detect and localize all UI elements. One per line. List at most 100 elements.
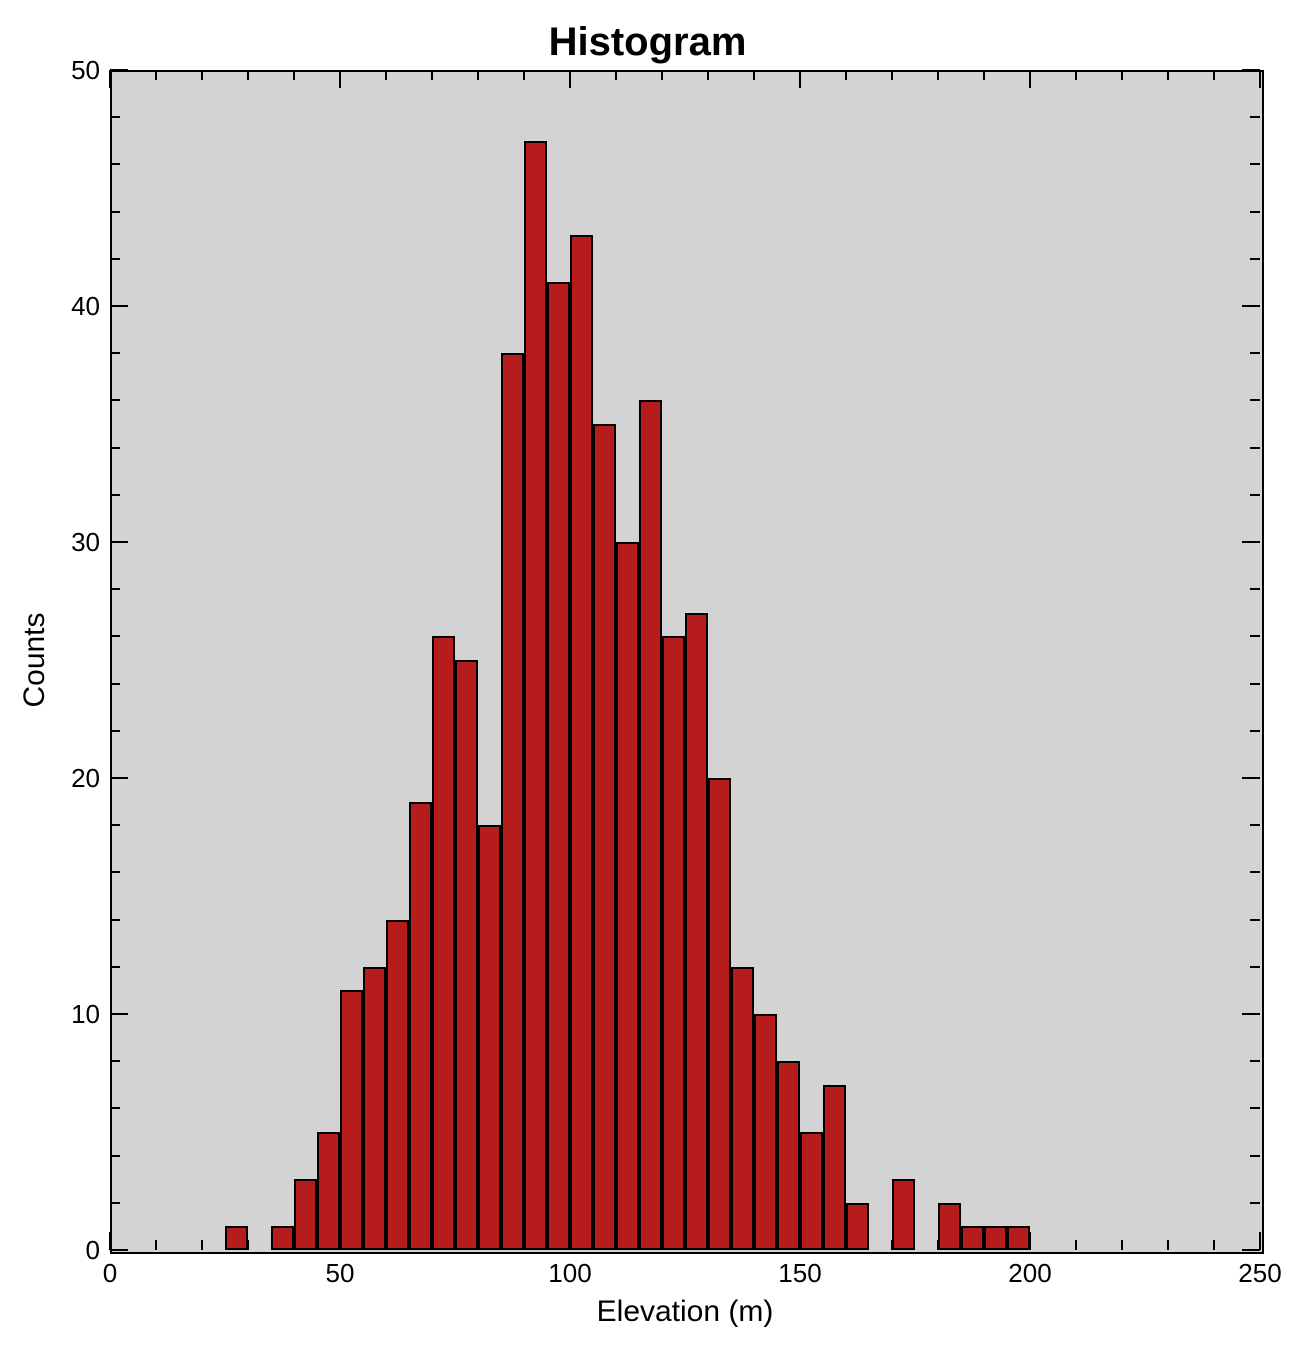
y-minor-tick bbox=[110, 635, 120, 637]
histogram-bar bbox=[271, 1226, 294, 1250]
y-tick-label: 20 bbox=[20, 763, 100, 794]
y-tick bbox=[110, 305, 128, 307]
histogram-bar bbox=[708, 778, 731, 1250]
chart-title: Histogram bbox=[20, 20, 1275, 65]
y-tick bbox=[1242, 777, 1260, 779]
x-minor-tick bbox=[661, 70, 663, 80]
y-minor-tick bbox=[110, 588, 120, 590]
y-minor-tick bbox=[110, 1155, 120, 1157]
y-minor-tick bbox=[1250, 730, 1260, 732]
histogram-bar bbox=[846, 1203, 869, 1250]
x-tick bbox=[1259, 1232, 1261, 1250]
histogram-bar bbox=[593, 424, 616, 1250]
histogram-bar bbox=[961, 1226, 984, 1250]
y-minor-tick bbox=[110, 258, 120, 260]
x-tick bbox=[799, 70, 801, 88]
histogram-bar bbox=[432, 636, 455, 1250]
y-minor-tick bbox=[1250, 919, 1260, 921]
x-tick-label: 100 bbox=[530, 1258, 610, 1289]
y-minor-tick bbox=[110, 1202, 120, 1204]
histogram-bar bbox=[524, 141, 547, 1250]
y-minor-tick bbox=[1250, 1107, 1260, 1109]
x-minor-tick bbox=[1121, 70, 1123, 80]
histogram-bar bbox=[340, 990, 363, 1250]
histogram-bar bbox=[823, 1085, 846, 1250]
histogram-bar bbox=[639, 400, 662, 1250]
x-tick bbox=[339, 70, 341, 88]
x-minor-tick bbox=[707, 70, 709, 80]
x-minor-tick bbox=[477, 70, 479, 80]
histogram-bar bbox=[777, 1061, 800, 1250]
histogram-bar bbox=[731, 967, 754, 1250]
x-axis-label: Elevation (m) bbox=[110, 1295, 1260, 1329]
y-minor-tick bbox=[1250, 966, 1260, 968]
y-minor-tick bbox=[110, 352, 120, 354]
y-tick-label: 50 bbox=[20, 55, 100, 86]
y-minor-tick bbox=[110, 447, 120, 449]
y-tick bbox=[110, 541, 128, 543]
histogram-bar bbox=[225, 1226, 248, 1250]
histogram-bar bbox=[455, 660, 478, 1250]
y-minor-tick bbox=[1250, 683, 1260, 685]
y-tick bbox=[1242, 305, 1260, 307]
histogram-bar bbox=[754, 1014, 777, 1250]
histogram-bar bbox=[409, 802, 432, 1250]
x-tick-label: 50 bbox=[300, 1258, 380, 1289]
y-minor-tick bbox=[110, 683, 120, 685]
y-tick bbox=[1242, 1249, 1260, 1251]
x-minor-tick bbox=[385, 70, 387, 80]
x-tick bbox=[1029, 70, 1031, 88]
y-minor-tick bbox=[110, 116, 120, 118]
x-minor-tick bbox=[1213, 70, 1215, 80]
x-minor-tick bbox=[1167, 70, 1169, 80]
x-tick bbox=[1259, 70, 1261, 88]
y-tick bbox=[1242, 541, 1260, 543]
y-tick bbox=[110, 1013, 128, 1015]
y-minor-tick bbox=[1250, 494, 1260, 496]
x-minor-tick bbox=[1213, 1240, 1215, 1250]
y-minor-tick bbox=[110, 871, 120, 873]
x-minor-tick bbox=[753, 70, 755, 80]
x-tick bbox=[109, 1232, 111, 1250]
x-minor-tick bbox=[891, 70, 893, 80]
histogram-bar bbox=[984, 1226, 1007, 1250]
histogram-bar bbox=[317, 1132, 340, 1250]
histogram-bar bbox=[685, 613, 708, 1250]
histogram-bar bbox=[938, 1203, 961, 1250]
x-tick-label: 0 bbox=[70, 1258, 150, 1289]
x-minor-tick bbox=[937, 70, 939, 80]
y-tick bbox=[110, 1249, 128, 1251]
x-minor-tick bbox=[845, 70, 847, 80]
x-minor-tick bbox=[1121, 1240, 1123, 1250]
y-tick-label: 40 bbox=[20, 291, 100, 322]
histogram-chart: Histogram Counts Elevation (m) 010203040… bbox=[20, 20, 1275, 1340]
y-minor-tick bbox=[110, 919, 120, 921]
histogram-bar bbox=[616, 542, 639, 1250]
histogram-bar bbox=[363, 967, 386, 1250]
y-minor-tick bbox=[110, 494, 120, 496]
y-minor-tick bbox=[110, 1060, 120, 1062]
y-minor-tick bbox=[1250, 635, 1260, 637]
y-minor-tick bbox=[110, 163, 120, 165]
x-tick-label: 150 bbox=[760, 1258, 840, 1289]
histogram-bar bbox=[892, 1179, 915, 1250]
x-minor-tick bbox=[201, 1240, 203, 1250]
y-minor-tick bbox=[1250, 1155, 1260, 1157]
x-minor-tick bbox=[983, 70, 985, 80]
y-minor-tick bbox=[110, 1107, 120, 1109]
histogram-bar bbox=[1007, 1226, 1030, 1250]
histogram-bar bbox=[800, 1132, 823, 1250]
y-minor-tick bbox=[1250, 399, 1260, 401]
y-minor-tick bbox=[1250, 258, 1260, 260]
y-minor-tick bbox=[1250, 447, 1260, 449]
histogram-bar bbox=[570, 235, 593, 1250]
y-tick bbox=[1242, 1013, 1260, 1015]
x-minor-tick bbox=[247, 70, 249, 80]
y-tick bbox=[1242, 69, 1260, 71]
x-tick-label: 200 bbox=[990, 1258, 1070, 1289]
x-minor-tick bbox=[1075, 1240, 1077, 1250]
histogram-bar bbox=[386, 920, 409, 1250]
x-minor-tick bbox=[293, 70, 295, 80]
x-minor-tick bbox=[1075, 70, 1077, 80]
y-tick-label: 30 bbox=[20, 527, 100, 558]
